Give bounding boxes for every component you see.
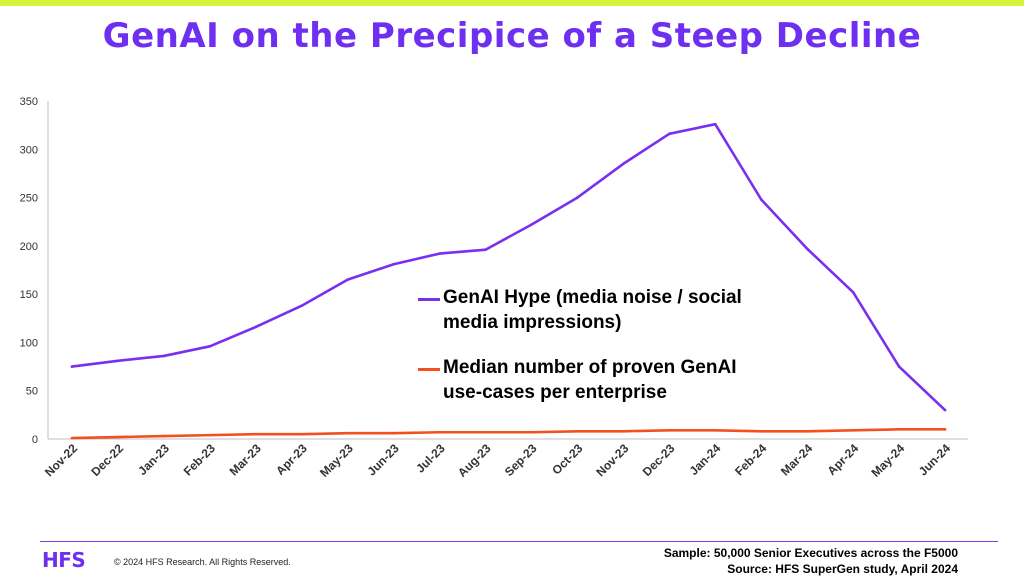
x-tick-label: Jul-23 <box>413 441 448 476</box>
x-tick-label: Oct-23 <box>549 441 586 478</box>
y-tick-label: 100 <box>20 337 38 349</box>
data-point-hype <box>622 162 625 166</box>
data-point-hype <box>208 344 212 348</box>
x-tick-label: Jun-24 <box>916 441 953 478</box>
source-note: Sample: 50,000 Senior Executives across … <box>664 545 958 577</box>
x-tick-label: Dec-22 <box>88 441 126 479</box>
x-tick-label: Aug-23 <box>455 441 494 480</box>
x-tick-label: Dec-23 <box>640 441 678 479</box>
x-tick-label: Mar-24 <box>778 441 815 478</box>
legend-label-hype: GenAI Hype (media noise / social media i… <box>443 287 742 333</box>
series-line-hype <box>70 122 947 412</box>
data-point-usecases <box>300 432 304 436</box>
series-line-usecases <box>70 428 947 440</box>
x-tick-label: May-24 <box>869 441 908 480</box>
y-tick-label: 0 <box>32 434 38 446</box>
data-point-hype <box>70 365 74 368</box>
data-point-usecases <box>208 433 212 437</box>
footer-divider <box>40 541 998 542</box>
data-point-hype <box>300 304 304 308</box>
copyright-text: © 2024 HFS Research. All Rights Reserved… <box>114 557 291 567</box>
source-text: Source: HFS SuperGen study, April 2024 <box>727 562 958 576</box>
x-tick-label: May-23 <box>317 441 356 480</box>
data-point-usecases <box>484 430 487 434</box>
data-point-usecases <box>346 431 349 435</box>
data-point-usecases <box>759 429 763 433</box>
data-point-usecases <box>851 429 855 432</box>
x-tick-label: Feb-24 <box>732 441 769 478</box>
data-point-usecases <box>576 429 579 433</box>
data-point-usecases <box>116 435 120 439</box>
data-point-hype <box>668 132 671 136</box>
data-point-usecases <box>805 429 809 433</box>
y-tick-label: 350 <box>20 96 38 108</box>
data-point-hype <box>713 122 717 126</box>
data-point-hype <box>759 198 763 201</box>
y-tick-label: 250 <box>20 193 38 205</box>
data-point-hype <box>438 252 441 255</box>
data-point-hype <box>530 223 533 226</box>
y-tick-label: 50 <box>26 386 38 398</box>
x-tick-label: Jan-23 <box>135 441 172 478</box>
data-point-hype <box>392 262 395 266</box>
x-tick-label: Jun-23 <box>364 441 401 478</box>
page-title: GenAI on the Precipice of a Steep Declin… <box>102 16 922 56</box>
x-tick-label: Nov-22 <box>42 441 80 479</box>
data-point-hype <box>851 290 855 294</box>
data-point-hype <box>162 354 166 358</box>
data-point-usecases <box>622 429 625 433</box>
legend-swatch-usecases <box>418 368 440 371</box>
data-point-usecases <box>897 428 901 431</box>
y-tick-label: 150 <box>20 289 38 301</box>
x-tick-label: Feb-23 <box>181 441 218 478</box>
top-accent-bar <box>0 0 1024 6</box>
data-point-usecases <box>438 430 441 434</box>
data-point-usecases <box>254 432 258 436</box>
data-point-usecases <box>162 434 166 438</box>
legend-label-usecases: Median number of proven GenAI use-cases … <box>443 357 737 403</box>
sample-text: Sample: 50,000 Senior Executives across … <box>663 546 958 560</box>
data-point-usecases <box>713 429 717 432</box>
data-point-hype <box>943 408 947 412</box>
data-point-hype <box>254 325 258 329</box>
data-point-hype <box>576 196 579 199</box>
x-tick-label: Nov-23 <box>593 441 631 479</box>
data-point-hype <box>484 248 487 252</box>
data-point-hype <box>805 247 809 251</box>
y-tick-label: 300 <box>20 144 38 156</box>
data-point-hype <box>116 359 120 363</box>
data-point-usecases <box>70 436 74 440</box>
data-point-usecases <box>392 431 395 435</box>
y-tick-label: 200 <box>20 241 38 253</box>
data-point-usecases <box>943 428 947 431</box>
legend-swatch-hype <box>418 298 440 301</box>
x-tick-label: Apr-23 <box>273 441 310 478</box>
data-point-usecases <box>668 429 671 432</box>
x-tick-label: Mar-23 <box>227 441 264 478</box>
x-tick-label: Apr-24 <box>824 441 861 478</box>
hfs-logo: HFS <box>42 548 86 572</box>
data-point-usecases <box>530 430 533 434</box>
data-point-hype <box>897 365 901 368</box>
x-tick-label: Sep-23 <box>502 441 540 479</box>
data-point-hype <box>346 278 349 281</box>
x-tick-label: Jan-24 <box>687 441 724 478</box>
